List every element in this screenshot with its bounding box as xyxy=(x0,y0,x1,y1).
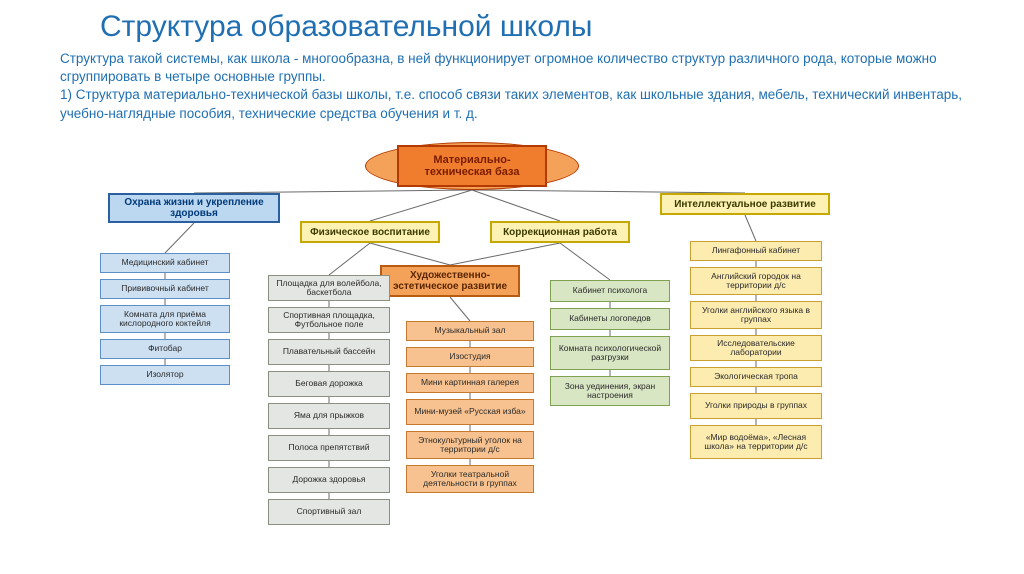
leaf-c1-3: Фитобар xyxy=(100,339,230,359)
category-c5: Интеллектуальное развитие xyxy=(660,193,830,215)
leaf-c3-5: Уголки театральной деятельности в группа… xyxy=(406,465,534,493)
category-c3: Художественно-эстетическое развитие xyxy=(380,265,520,297)
leaf-c5-2: Уголки английского языка в группах xyxy=(690,301,822,329)
leaf-c2-5: Полоса препятствий xyxy=(268,435,390,461)
leaf-c2-2: Плавательный бассейн xyxy=(268,339,390,365)
category-c1: Охрана жизни и укрепление здоровья xyxy=(108,193,280,223)
leaf-c4-1: Кабинеты логопедов xyxy=(550,308,670,330)
leaf-c3-1: Изостудия xyxy=(406,347,534,367)
leaf-c1-2: Комната для приёма кислородного коктейля xyxy=(100,305,230,333)
leaf-c2-3: Беговая дорожка xyxy=(268,371,390,397)
leaf-c2-4: Яма для прыжков xyxy=(268,403,390,429)
leaf-c5-6: «Мир водоёма», «Лесная школа» на террито… xyxy=(690,425,822,459)
leaf-c5-5: Уголки природы в группах xyxy=(690,393,822,419)
leaf-c2-6: Дорожка здоровья xyxy=(268,467,390,493)
diagram-container: Материально-техническая база Охрана жизни… xyxy=(90,145,960,565)
leaf-c1-1: Прививочный кабинет xyxy=(100,279,230,299)
leaf-c5-0: Лингафонный кабинет xyxy=(690,241,822,261)
leaf-c2-7: Спортивный зал xyxy=(268,499,390,525)
leaf-c3-4: Этнокультурный уголок на территории д/с xyxy=(406,431,534,459)
leaf-c4-0: Кабинет психолога xyxy=(550,280,670,302)
category-c4: Коррекционная работа xyxy=(490,221,630,243)
leaf-c3-2: Мини картинная галерея xyxy=(406,373,534,393)
leaf-c1-4: Изолятор xyxy=(100,365,230,385)
page-title: Структура образовательной школы xyxy=(0,0,1024,50)
intro-text: Структура такой системы, как школа - мно… xyxy=(0,50,1024,123)
leaf-c1-0: Медицинский кабинет xyxy=(100,253,230,273)
leaf-c3-0: Музыкальный зал xyxy=(406,321,534,341)
leaf-c4-2: Комната психологической разгрузки xyxy=(550,336,670,370)
leaf-c5-1: Английский городок на территории д/с xyxy=(690,267,822,295)
leaf-c2-1: Спортивная площадка, Футбольное поле xyxy=(268,307,390,333)
category-c2: Физическое воспитание xyxy=(300,221,440,243)
leaf-c2-0: Площадка для волейбола, баскетбола xyxy=(268,275,390,301)
leaf-c4-3: Зона уединения, экран настроения xyxy=(550,376,670,406)
root-node: Материально-техническая база xyxy=(397,145,547,187)
leaf-c5-3: Исследовательские лаборатории xyxy=(690,335,822,361)
leaf-c3-3: Мини-музей «Русская изба» xyxy=(406,399,534,425)
leaf-c5-4: Экологическая тропа xyxy=(690,367,822,387)
